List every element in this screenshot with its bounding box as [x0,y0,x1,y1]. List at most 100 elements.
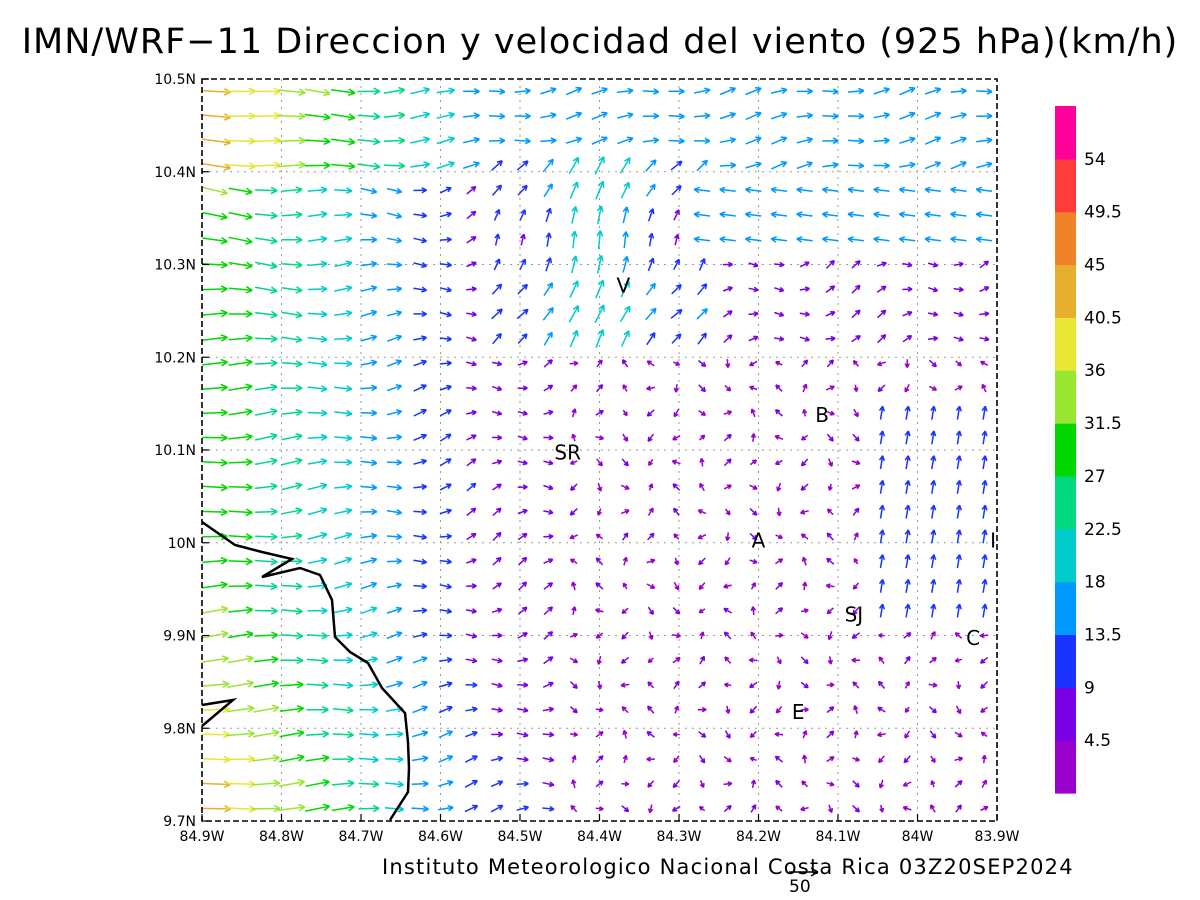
wind-arrow [775,706,783,714]
wind-arrow [202,581,228,589]
wind-arrow [979,360,989,366]
wind-arrow [281,457,303,466]
wind-arrow [412,680,428,689]
wind-arrow [360,384,378,392]
wind-arrow [950,136,967,145]
wind-arrow [225,87,256,96]
wind-arrow [202,483,228,492]
wind-arrow [543,384,554,392]
wind-arrow [462,161,480,170]
wind-arrow [568,305,580,323]
wind-arrow [725,705,731,714]
wind-arrow [307,285,328,293]
wind-arrow [334,335,353,342]
wind-arrow [518,581,528,591]
wind-arrow [800,533,809,540]
wind-arrow [333,681,354,689]
wind-arrow [334,581,353,590]
wind-arrow [492,507,502,517]
wind-arrow [975,236,993,243]
wind-arrow [385,730,404,738]
wind-arrow [800,656,809,665]
wind-arrow [254,261,278,270]
wind-arrow [462,136,480,144]
wind-arrow [622,582,628,590]
wind-arrow [902,286,913,293]
wind-arrow [774,558,784,565]
wind-arrow [253,704,280,713]
wind-arrow [278,803,306,812]
wind-arrow [878,479,886,494]
wind-arrow [847,186,864,194]
wind-arrow [979,260,990,269]
wind-arrow [466,210,477,220]
wind-arrow [620,682,630,688]
wind-arrow [622,754,628,764]
wind-arrow [386,237,403,244]
wind-arrow [439,632,453,639]
wind-arrow [307,458,328,466]
wind-arrow [770,87,788,94]
wind-arrow [594,608,604,614]
wind-arrow [228,285,253,294]
x-tick-label: 84.6W [418,829,463,845]
wind-arrow [517,532,528,541]
wind-arrow [334,409,353,417]
wind-arrow [723,682,732,688]
wind-arrow [800,458,809,467]
wind-arrow [439,261,452,268]
wind-arrow [800,608,809,614]
wind-arrow [306,705,329,714]
wind-arrow [877,731,886,738]
wind-arrow [950,112,967,119]
wind-arrow [852,582,860,590]
wind-arrow [281,211,303,219]
wind-arrow [413,262,427,269]
wind-arrow [672,434,681,441]
wind-arrow [332,730,354,739]
wind-arrow [540,137,557,144]
wind-arrow [825,335,836,342]
wind-arrow [697,283,708,296]
wind-arrow [517,410,528,416]
wind-arrow [254,631,279,640]
wind-arrow [647,657,654,664]
wind-arrow [749,558,758,564]
wind-arrow [439,236,452,243]
wind-arrow [774,336,785,342]
axis-ticks: 84.9W 84.8W 84.7W 84.6W 84.5W 84.4W 84.3W 84.2W… [154,72,1019,845]
wind-arrow [383,86,406,95]
wind-arrow [491,283,503,295]
colorbar: 54 49.5 45 40.5 36 31.5 27 22.5 18 13.5 9 4.5 [1055,106,1122,794]
wind-arrow [980,731,988,738]
wind-arrow [517,508,528,515]
wind-arrow [492,531,502,542]
wind-arrow [386,409,403,416]
wind-arrow [724,384,732,392]
wind-arrow [411,805,429,813]
wind-arrow [202,408,228,417]
wind-arrow [202,730,230,739]
wind-arrow [620,330,630,347]
wind-arrow [596,205,604,225]
wind-arrow [796,186,813,194]
wind-arrow [745,86,762,96]
wind-arrow [569,558,578,565]
wind-arrow [698,409,707,416]
wind-arrow [899,161,916,169]
wind-arrow [800,806,809,812]
wind-arrow [226,755,256,763]
wind-arrow [979,336,990,342]
wind-arrow [697,706,707,713]
wind-arrow [796,136,813,144]
wind-arrow [542,706,555,713]
wind-arrow [491,360,503,367]
wind-arrow [517,435,528,441]
wind-arrow [438,779,454,787]
wind-arrow [439,384,452,391]
wind-arrow [386,434,403,441]
wind-arrow [307,607,328,615]
wind-arrow [413,483,427,491]
y-tick-label: 10.4N [154,165,196,181]
